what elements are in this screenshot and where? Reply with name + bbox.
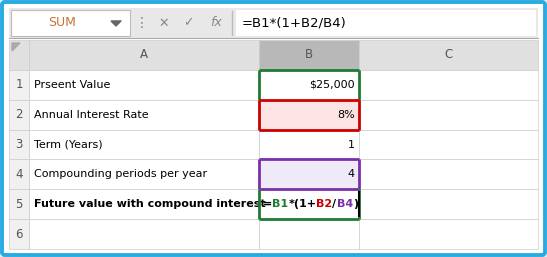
Text: 1: 1	[348, 140, 355, 150]
Bar	[259, 130, 359, 159]
Bar	[9, 40, 29, 70]
Bar	[259, 219, 359, 249]
Bar	[9, 70, 29, 100]
Bar	[29, 70, 259, 100]
Bar	[9, 159, 29, 189]
Text: B1: B1	[272, 199, 288, 209]
Bar	[259, 159, 359, 189]
Bar	[359, 70, 538, 100]
Text: B4: B4	[336, 199, 353, 209]
Bar	[29, 100, 259, 130]
Text: Term (Years): Term (Years)	[34, 140, 103, 150]
Text: 4: 4	[15, 168, 23, 181]
Bar	[359, 189, 538, 219]
Bar	[359, 159, 538, 189]
Bar	[11, 10, 130, 36]
Text: 4: 4	[348, 169, 355, 179]
Polygon shape	[12, 43, 20, 51]
Text: ✕: ✕	[159, 16, 169, 30]
Bar	[236, 10, 536, 36]
Text: Annual Interest Rate: Annual Interest Rate	[34, 110, 149, 120]
Text: SUM: SUM	[49, 16, 77, 30]
Text: 6: 6	[15, 227, 23, 241]
Text: 8%: 8%	[337, 110, 355, 120]
Bar	[259, 70, 359, 100]
Bar	[9, 100, 29, 130]
Bar	[29, 40, 259, 70]
Text: 5: 5	[15, 198, 22, 211]
Text: A: A	[140, 48, 148, 61]
Bar	[359, 40, 538, 70]
Bar	[359, 130, 538, 159]
Text: Compounding periods per year: Compounding periods per year	[34, 169, 207, 179]
Text: =: =	[263, 199, 272, 209]
Bar	[259, 189, 359, 219]
Text: ): )	[353, 199, 358, 209]
Text: fx: fx	[210, 16, 222, 30]
Text: 1: 1	[15, 78, 23, 91]
Text: $25,000: $25,000	[310, 80, 355, 90]
Text: Prseent Value: Prseent Value	[34, 80, 110, 90]
Bar	[29, 219, 259, 249]
Polygon shape	[111, 21, 121, 26]
FancyBboxPatch shape	[2, 2, 545, 255]
Bar	[29, 159, 259, 189]
Text: /: /	[333, 199, 336, 209]
Bar	[29, 130, 259, 159]
Text: ⋮: ⋮	[135, 16, 149, 30]
Text: C: C	[444, 48, 452, 61]
Bar	[259, 100, 359, 130]
Text: B2: B2	[316, 199, 333, 209]
Text: 2: 2	[15, 108, 23, 121]
Bar	[9, 219, 29, 249]
Text: B: B	[305, 48, 313, 61]
Text: Future value with compound interest: Future value with compound interest	[34, 199, 266, 209]
Text: =B1*(1+B2/B4): =B1*(1+B2/B4)	[242, 16, 347, 30]
Bar	[259, 40, 359, 70]
Text: *(1+: *(1+	[288, 199, 316, 209]
Bar	[9, 189, 29, 219]
Bar	[9, 8, 538, 38]
Bar	[29, 189, 259, 219]
Bar	[9, 130, 29, 159]
Text: ✓: ✓	[183, 16, 193, 30]
Bar	[359, 219, 538, 249]
Bar	[359, 100, 538, 130]
Text: 3: 3	[15, 138, 22, 151]
